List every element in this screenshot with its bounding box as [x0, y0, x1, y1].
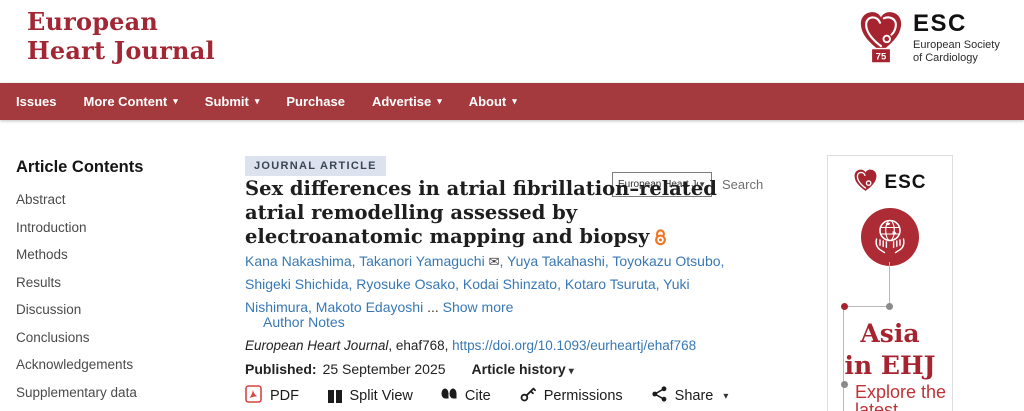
nav-item-submit[interactable]: Submit ▾ [204, 94, 260, 109]
key-icon [520, 386, 536, 406]
article-main: JOURNAL ARTICLE Sex differences in atria… [245, 150, 750, 411]
svg-text:75: 75 [876, 52, 887, 63]
journal-name: European Heart Journal [245, 338, 389, 353]
esc-logo[interactable]: 75 ESC European Society of Cardiology [858, 9, 1000, 72]
doi-link[interactable]: https://doi.org/10.1093/eurheartj/ehaf76… [452, 338, 697, 353]
sidebar-item-results[interactable]: Results [16, 274, 62, 290]
promo-connector-line [843, 306, 844, 411]
citation-id: , ehaf768, [388, 338, 453, 353]
chevron-down-icon: ▾ [437, 96, 442, 106]
nav-item-issues[interactable]: Issues [16, 94, 57, 109]
open-access-icon [653, 228, 668, 252]
author-notes-link[interactable]: Author Notes [263, 314, 345, 330]
esc-society-name: European Society of Cardiology [913, 39, 1000, 64]
sidebar-item-discussion[interactable]: Discussion [16, 302, 82, 317]
published-date: 25 September 2025 [322, 361, 446, 377]
nav-item-advertise[interactable]: Advertise ▾ [371, 94, 442, 109]
sidebar-item-conclusions[interactable]: Conclusions [16, 329, 90, 345]
nav-item-purchase[interactable]: Purchase [286, 94, 345, 109]
sidebar-list: Abstract Introduction Methods Results Di… [16, 193, 216, 399]
chevron-down-icon: ▾ [723, 390, 729, 402]
promo-esc-logo: ESC [828, 168, 952, 198]
author-list: Kana Nakashima, Takanori Yamaguchi ✉, Yu… [245, 250, 745, 319]
published-row: Published: 25 September 2025 Article histo… [245, 361, 574, 377]
globe-in-hands-icon [861, 208, 919, 266]
ai-assistant-label: AI Discovery Assistant [951, 172, 1021, 197]
split-view-icon [328, 389, 342, 403]
esc-promo-banner[interactable]: ESC Asia in EHJ Explore the latest [827, 155, 953, 411]
citation-line: European Heart Journal, ehaf768, https:/… [245, 338, 696, 353]
sidebar-item-abstract[interactable]: Abstract [16, 192, 66, 207]
nav-item-about[interactable]: About ▾ [468, 94, 517, 109]
show-more-link[interactable]: Show more [442, 299, 514, 315]
cite-button[interactable]: Cite [441, 388, 491, 404]
authors-ellipsis: ... [427, 299, 439, 315]
journal-logo-line2: Heart Journal [27, 36, 215, 65]
share-icon [652, 386, 667, 406]
article-toolbar: PDF Split View Cite Permissions [245, 385, 728, 407]
journal-logo[interactable]: European Heart Journal [27, 7, 215, 65]
esc-logo-text: ESC European Society of Cardiology [913, 9, 1000, 65]
select-caret-icon: ▼ [698, 180, 706, 189]
sidebar-item-supplementary-data[interactable]: Supplementary data [16, 384, 137, 400]
promo-dot [886, 302, 893, 310]
chevron-down-icon: ▾ [512, 96, 517, 106]
permissions-button[interactable]: Permissions [520, 386, 623, 406]
sidebar-item-introduction[interactable]: Introduction [16, 219, 87, 235]
promo-title: Asia in EHJ [844, 319, 936, 380]
chevron-down-icon: ▾ [173, 96, 178, 106]
promo-tagline: Explore the latest [855, 382, 947, 411]
split-view-button[interactable]: Split View [328, 388, 413, 404]
chevron-down-icon: ▾ [568, 366, 574, 377]
esc-heart-icon [853, 168, 878, 198]
cite-quote-icon [441, 389, 457, 399]
article-history-toggle[interactable]: Article history ▾ [471, 361, 574, 377]
promo-connector-line [889, 262, 890, 306]
sidebar-item-acknowledgements[interactable]: Acknowledgements [16, 357, 134, 372]
article-contents-sidebar: Article Contents Abstract Introduction M… [16, 157, 216, 411]
promo-bullet-dot [840, 381, 848, 388]
main-navbar: Issues More Content ▾ Submit ▾ Purchase … [0, 83, 1024, 197]
pdf-icon [245, 385, 262, 407]
journal-logo-line1: European [27, 7, 159, 36]
article-type-badge: JOURNAL ARTICLE [245, 156, 386, 176]
pdf-button[interactable]: PDF [245, 385, 299, 407]
nav-item-more-content[interactable]: More Content ▾ [83, 94, 178, 109]
site-header: European Heart Journal 75 ESC European S… [0, 0, 1024, 83]
promo-dot [840, 302, 848, 310]
ai-discovery-assistant-button[interactable]: AI Discovery Assistant [931, 172, 1021, 198]
promo-connector-line [844, 306, 890, 307]
author-names[interactable]: , Yuya Takahashi, Toyokazu Otsubo, Shige… [245, 253, 725, 315]
author-names[interactable]: Kana Nakashima, Takanori Yamaguchi [245, 253, 485, 269]
promo-esc-acronym: ESC [884, 172, 927, 193]
envelope-icon[interactable]: ✉ [488, 254, 500, 269]
esc-acronym: ESC [913, 10, 967, 37]
journal-scope-select[interactable]: European Heart Jou ▼ [612, 172, 712, 197]
chevron-down-icon: ▾ [254, 96, 260, 106]
published-label: Published: [245, 361, 317, 377]
share-button[interactable]: Share ▾ [652, 386, 729, 406]
sidebar-title: Article Contents [16, 158, 144, 176]
nav-items: Issues More Content ▾ Submit ▾ Purchase … [0, 83, 1024, 120]
article-title: Sex differences in atrial fibrillation–r… [245, 177, 735, 252]
sidebar-item-methods[interactable]: Methods [16, 247, 68, 262]
esc-heart-icon: 75 [858, 9, 904, 72]
